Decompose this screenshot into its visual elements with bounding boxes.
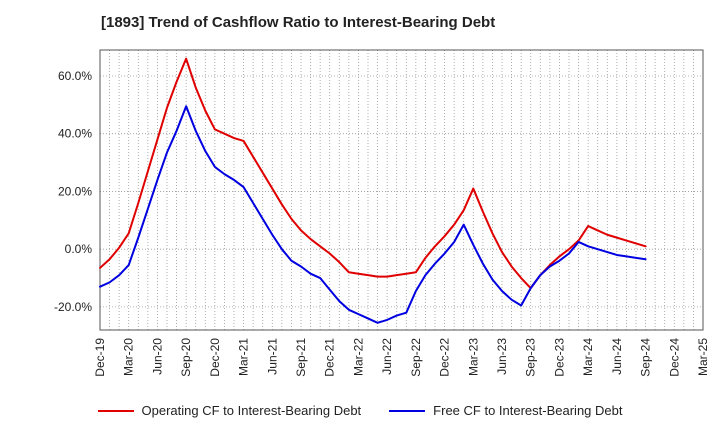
y-tick-label: 0.0%: [65, 242, 93, 256]
legend: Operating CF to Interest-Bearing Debt Fr…: [0, 403, 720, 418]
x-tick-label: Dec-23: [552, 338, 566, 377]
x-tick-label: Mar-21: [237, 338, 251, 376]
x-tick-label: Dec-21: [323, 338, 337, 377]
x-tick-label: Jun-22: [380, 338, 394, 375]
legend-item-operating-cf: Operating CF to Interest-Bearing Debt: [97, 403, 362, 418]
legend-swatch-blue: [389, 409, 426, 412]
operating-cf-line: [99, 57, 647, 290]
plot-frame: [99, 49, 704, 331]
series-lines: [99, 57, 647, 324]
x-tick-label: Mar-23: [466, 338, 480, 376]
y-tick-label: 40.0%: [58, 127, 92, 141]
x-tick-label: Sep-22: [409, 338, 423, 377]
y-tick-label: 20.0%: [58, 184, 92, 198]
x-tick-label: Jun-21: [265, 338, 279, 375]
x-tick-label: Mar-20: [122, 338, 136, 376]
x-tick-label: Dec-22: [438, 338, 452, 377]
axes: [99, 49, 704, 331]
grid-lines: [99, 50, 704, 330]
x-tick-label: Jun-23: [495, 338, 509, 375]
x-tick-label: Sep-21: [294, 338, 308, 377]
x-tick-label: Sep-23: [524, 338, 538, 377]
x-tick-label: Sep-24: [639, 338, 653, 377]
legend-item-free-cf: Free CF to Interest-Bearing Debt: [389, 403, 622, 418]
y-tick-label: 60.0%: [58, 69, 92, 83]
x-tick-label: Sep-20: [179, 338, 193, 377]
x-tick-label: Mar-24: [581, 338, 595, 376]
x-tick-label: Dec-24: [667, 338, 681, 377]
x-tick-label: Mar-25: [696, 338, 710, 376]
free-cf-line: [99, 105, 647, 324]
x-tick-label: Dec-20: [208, 338, 222, 377]
x-tick-label: Mar-22: [351, 338, 365, 376]
legend-label-operating-cf: Operating CF to Interest-Bearing Debt: [141, 403, 362, 418]
y-tick-label: -20.0%: [54, 300, 92, 314]
legend-swatch-red: [97, 409, 134, 412]
tick-labels: Dec-19 Mar-20 Jun-20 Sep-20 Dec-20 Mar-21 Jun-…: [54, 69, 710, 377]
x-tick-label: Jun-20: [150, 338, 164, 375]
legend-label-free-cf: Free CF to Interest-Bearing Debt: [433, 403, 623, 418]
x-tick-label: Jun-24: [610, 338, 624, 375]
x-tick-label: Dec-19: [93, 338, 107, 377]
chart-title: [1893] Trend of Cashflow Ratio to Intere…: [101, 14, 496, 31]
